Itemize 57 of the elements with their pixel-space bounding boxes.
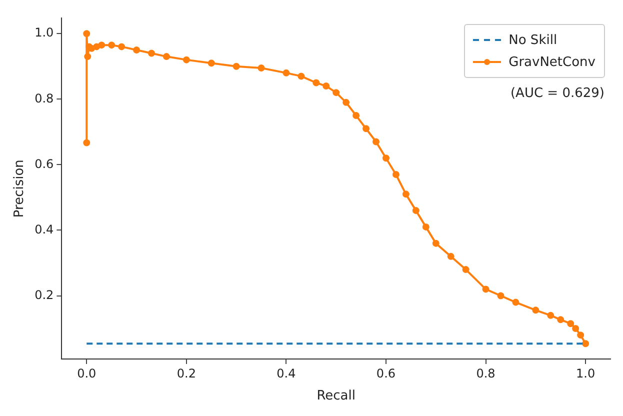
point xyxy=(512,298,520,306)
x-tick-label: 0.6 xyxy=(376,366,396,380)
point xyxy=(332,89,340,96)
point xyxy=(312,79,320,86)
point xyxy=(572,325,580,332)
point xyxy=(352,112,360,120)
legend-label: GravNetConv xyxy=(508,54,596,70)
point xyxy=(402,190,410,198)
y-tick-label: 0.8 xyxy=(34,91,54,106)
x-tick-label: 0.2 xyxy=(176,366,196,380)
point xyxy=(118,43,126,50)
point xyxy=(232,62,240,70)
x-tick-label: 0.4 xyxy=(276,366,296,380)
x-tick-label: 1.0 xyxy=(576,366,596,380)
point xyxy=(547,312,554,319)
point xyxy=(162,53,170,60)
point xyxy=(298,72,305,80)
point xyxy=(372,138,380,146)
x-tick-label: 0.8 xyxy=(476,366,496,380)
point xyxy=(133,46,140,54)
point xyxy=(557,316,564,324)
point xyxy=(567,320,574,328)
point xyxy=(84,53,92,60)
point xyxy=(382,154,390,162)
point xyxy=(98,42,106,49)
point xyxy=(148,50,155,57)
point xyxy=(577,332,584,339)
point xyxy=(83,139,90,146)
point xyxy=(392,171,400,178)
y-tick-label: 0.6 xyxy=(34,156,54,171)
point xyxy=(83,30,90,38)
y-axis-title: Precision xyxy=(12,160,28,218)
point xyxy=(482,286,490,293)
point xyxy=(282,69,290,76)
y-tick-label: 1.0 xyxy=(34,26,54,40)
point xyxy=(582,340,590,348)
point xyxy=(342,98,350,106)
point xyxy=(362,125,370,132)
x-axis-title: Recall xyxy=(316,388,356,404)
y-tick-label: 0.2 xyxy=(34,288,54,302)
point xyxy=(108,42,116,49)
x-tick-label: 0.0 xyxy=(77,366,96,380)
point xyxy=(93,43,100,50)
point xyxy=(182,56,190,64)
point xyxy=(447,252,454,260)
point xyxy=(422,223,430,230)
point xyxy=(432,240,440,247)
point xyxy=(532,306,540,314)
y-tick-label: 0.4 xyxy=(34,222,54,236)
annotation: (AUC = 0.629) xyxy=(510,86,604,102)
point xyxy=(412,207,420,214)
point xyxy=(258,64,265,72)
point xyxy=(497,292,504,300)
point xyxy=(462,266,470,274)
point xyxy=(208,60,215,67)
point xyxy=(322,82,330,90)
legend-label: No Skill xyxy=(508,32,558,48)
